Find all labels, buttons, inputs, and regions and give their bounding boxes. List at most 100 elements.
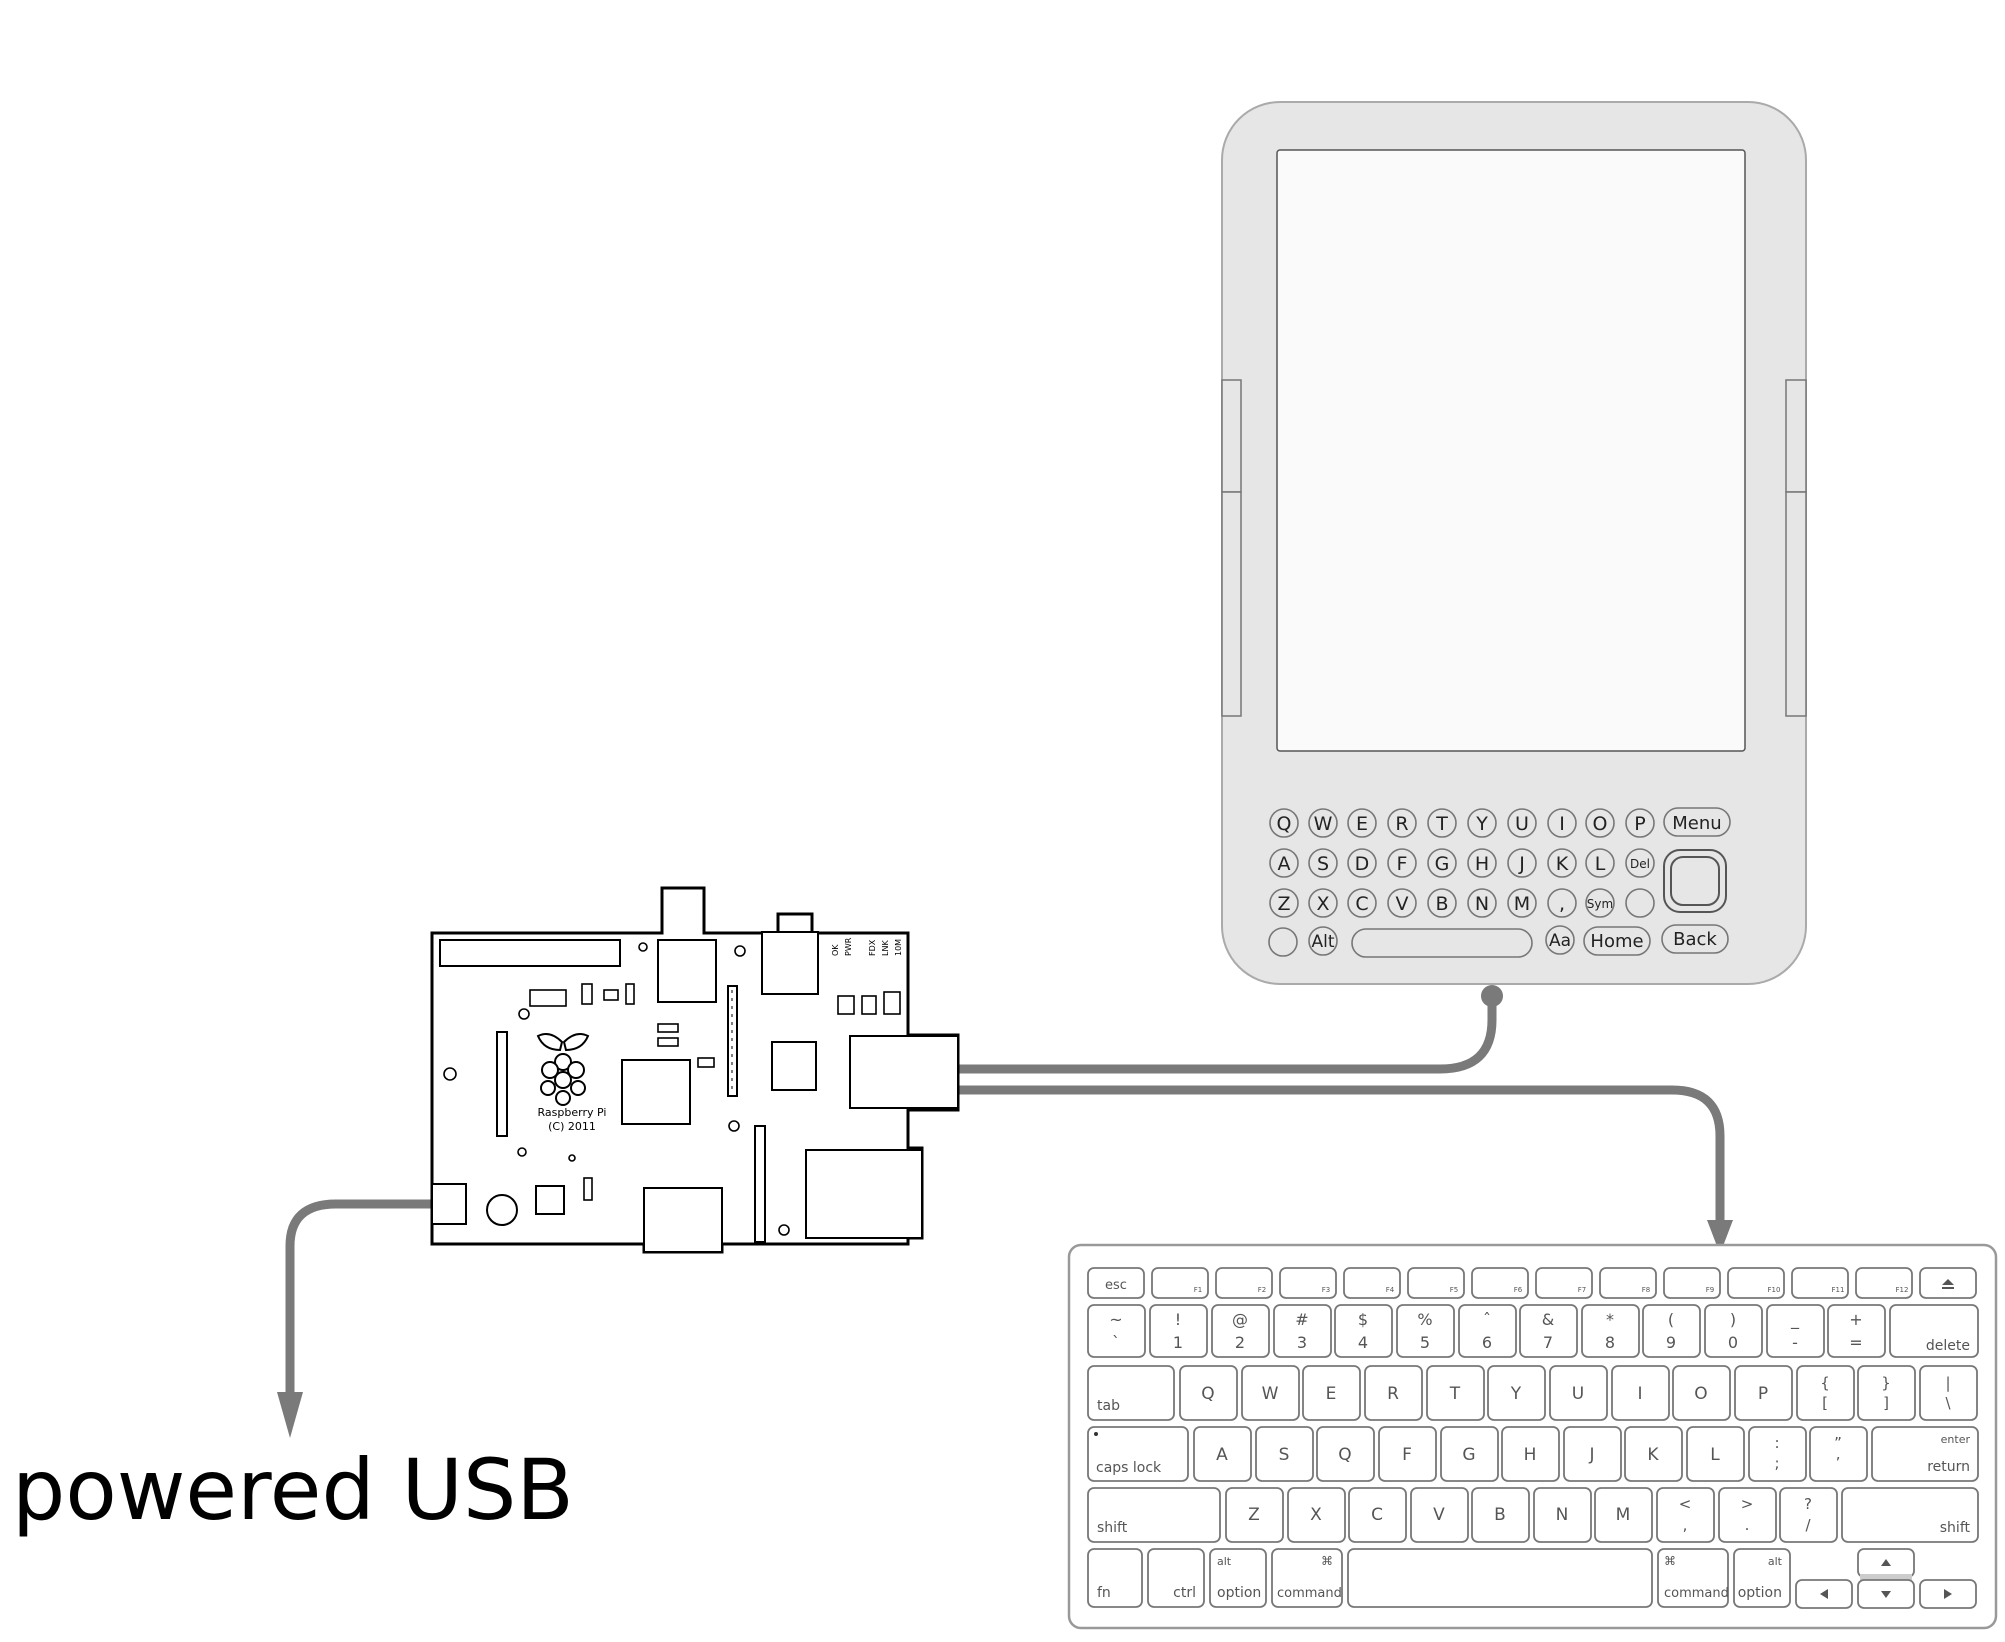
cables [285,987,1725,1403]
kindle-key-label: J [1518,853,1525,875]
alt-label: alt [1768,1555,1783,1568]
kindle-aa-key [1545,925,1575,955]
pi-display-connector [496,1031,508,1137]
function-key [1599,1267,1657,1299]
letter-key [1624,1426,1683,1482]
function-key [1407,1267,1465,1299]
letter-label: X [1310,1505,1322,1525]
letter-label: I [1637,1384,1642,1404]
punctuation-key [1809,1426,1868,1482]
kindle-key [1507,848,1537,878]
kindle-key-label: I [1559,813,1565,835]
kindle-key [1427,808,1457,838]
kindle-five-way-select [1670,856,1720,906]
kindle-blank-key [1268,927,1298,957]
kindle-key [1308,888,1338,918]
kindle-key [1427,888,1457,918]
right-command-key [1657,1548,1729,1608]
raspberry-logo [536,1033,590,1106]
fn-key [1087,1548,1143,1608]
led-label: LNK [881,940,890,956]
space-bar [1347,1548,1653,1608]
enter-label: enter [1941,1433,1971,1446]
punctuation-key [1796,1365,1855,1421]
kindle-key [1507,808,1537,838]
letter-label: Z [1248,1505,1260,1525]
key-label: ’ [1836,1454,1841,1472]
kindle-key [1585,848,1615,878]
key-label: , [1683,1516,1688,1534]
function-key-label: F6 [1514,1286,1523,1294]
led-label: FDX [868,939,877,956]
kindle-right-page-button-lower [1785,491,1807,717]
kindle-left-page-button-lower [1221,491,1242,717]
pi-soc-chip [621,1059,691,1125]
letter-label: A [1216,1445,1228,1465]
arrow-key-gap [1860,1574,1912,1580]
letter-label: U [1572,1384,1584,1404]
caps-lock-key [1087,1426,1189,1482]
letter-key [1501,1426,1560,1482]
function-key-label: F4 [1386,1286,1395,1294]
function-key-label: F12 [1896,1286,1909,1294]
key-label: 5 [1420,1333,1430,1352]
letter-key [1471,1487,1530,1543]
function-key [1471,1267,1529,1299]
letter-label: J [1588,1445,1594,1465]
shift-label: shift [1940,1520,1971,1536]
keyboard-keys: esc F1 F2 F3 F4 F5 F6 F7 F8 F9 F10 F11 F12~`!1@2#3$4… [1087,1267,1979,1609]
kindle-key-label: K [1556,853,1569,875]
letter-label: F [1402,1445,1412,1465]
letter-key [1193,1426,1252,1482]
key-label: ` [1112,1333,1120,1352]
letter-label: E [1326,1384,1337,1404]
eject-icon [1942,1279,1954,1285]
function-key [1727,1267,1785,1299]
letter-label: N [1556,1505,1569,1525]
kindle-alt-key [1308,926,1338,956]
letter-key [1364,1365,1423,1421]
kindle-keypad: Q W E R T Y U I O P A S D F G H J K L Del Z X C V B N M, Sym [1269,808,1655,918]
kindle-key [1467,848,1497,878]
pi-led-labels: OK PWR FDX LNK 10M [831,937,903,956]
function-key-label: F5 [1450,1286,1458,1294]
letter-key [1316,1426,1375,1482]
key-label: . [1745,1516,1750,1534]
letter-key [1487,1365,1546,1421]
kindle-key [1387,808,1417,838]
key-shift-label: ? [1804,1495,1812,1513]
kindle-key-label: D [1355,853,1370,875]
key-label: 3 [1297,1333,1307,1352]
kindle-key [1625,888,1655,918]
function-key-label: F1 [1194,1286,1202,1294]
kindle-key-label: F [1397,853,1408,875]
letter-key [1241,1365,1300,1421]
punctuation-key [1656,1487,1715,1543]
kindle-key-label: W [1314,813,1333,835]
key-shift-label: $ [1358,1310,1368,1329]
letter-label: R [1387,1384,1399,1404]
kindle-back-label: Back [1673,929,1717,950]
kindle-aa-label: Aa [1549,931,1571,951]
function-key-label: F7 [1578,1286,1586,1294]
function-key [1215,1267,1273,1299]
usb-keyboard: esc F1 F2 F3 F4 F5 F6 F7 F8 F9 F10 F11 F12~`!1@2#3$4… [1067,1243,1998,1630]
key-label: - [1792,1333,1798,1352]
letter-key [1734,1365,1793,1421]
number-key [1519,1304,1578,1358]
letter-key [1549,1365,1608,1421]
letter-key [1611,1365,1670,1421]
kindle-key-label: U [1515,813,1529,835]
key-shift-label: ” [1834,1434,1842,1452]
letter-key [1287,1487,1346,1543]
caps-lock-indicator [1094,1432,1098,1436]
keyboard-arrow-head [1707,1220,1733,1254]
key-shift-label: ˆ [1483,1310,1491,1329]
command-label: command [1277,1586,1342,1601]
letter-label: K [1647,1445,1659,1465]
pi-audio-jack [761,931,819,995]
letter-key [1440,1426,1499,1482]
key-shift-label: * [1606,1310,1614,1329]
number-key [1581,1304,1640,1358]
